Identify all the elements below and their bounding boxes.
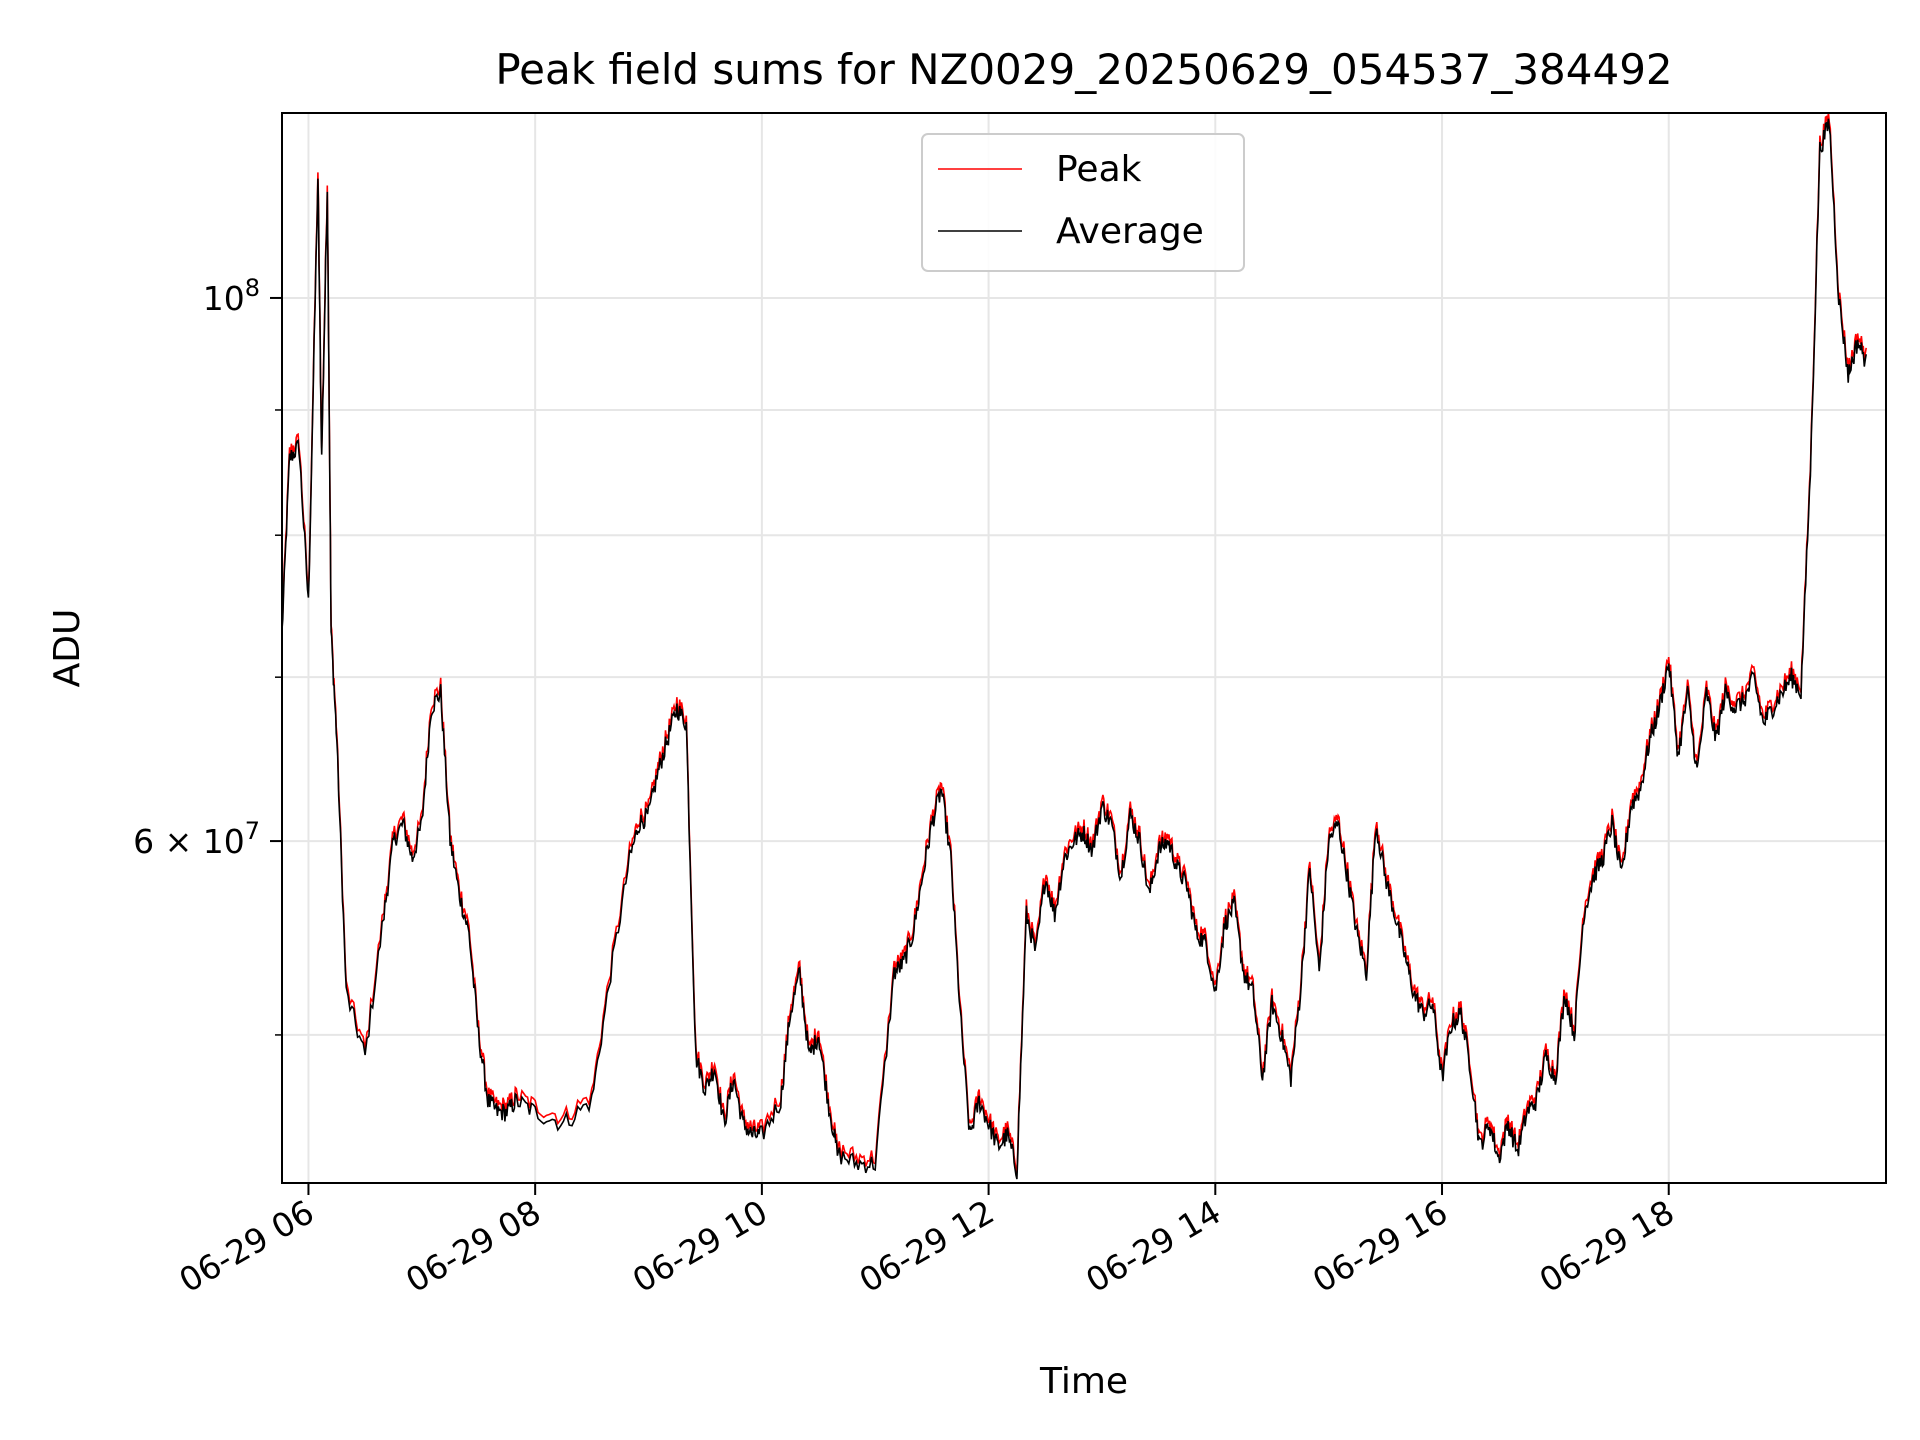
x-tick-label: 06-29 08 — [399, 1192, 547, 1300]
y-axis: 6 × 107 108 — [133, 274, 282, 1036]
series-line-average — [282, 118, 1867, 1180]
legend-label-peak: Peak — [1056, 149, 1142, 190]
x-tick-label: 06-29 16 — [1306, 1192, 1454, 1300]
x-tick-label: 06-29 06 — [172, 1192, 320, 1300]
x-tick-label: 06-29 10 — [626, 1192, 774, 1300]
x-axis: 06-29 06 06-29 08 06-29 10 06-29 12 06-29 14… — [172, 1183, 1681, 1300]
y-tick-label: 108 — [203, 274, 260, 318]
legend: Peak Average — [921, 133, 1245, 272]
chart-title: Peak field sums for NZ0029_20250629_0545… — [495, 45, 1672, 94]
x-tick-label: 06-29 18 — [1533, 1192, 1681, 1300]
grid — [282, 113, 1886, 1183]
y-axis-label: ADU — [47, 609, 88, 688]
x-tick-label: 06-29 14 — [1079, 1192, 1227, 1300]
series-line-peak — [282, 113, 1867, 1173]
y-tick-label: 6 × 107 — [133, 817, 260, 861]
series-layer — [282, 113, 1867, 1180]
x-axis-label: Time — [1039, 1361, 1128, 1402]
plot-frame — [281, 112, 1887, 1184]
legend-label-average: Average — [1056, 211, 1204, 252]
x-tick-label: 06-29 12 — [853, 1192, 1001, 1300]
